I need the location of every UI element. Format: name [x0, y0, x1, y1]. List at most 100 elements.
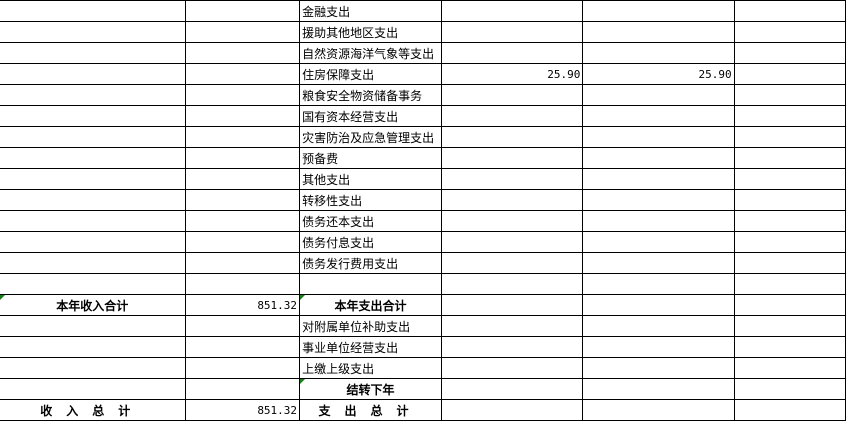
cell[interactable]: [0, 21, 186, 43]
cell[interactable]: [733, 273, 847, 295]
cell[interactable]: [441, 84, 584, 106]
cell[interactable]: [733, 294, 847, 316]
cell[interactable]: [0, 105, 186, 127]
cell[interactable]: [441, 252, 584, 274]
cell[interactable]: [441, 399, 584, 421]
cell[interactable]: [582, 315, 735, 337]
cell[interactable]: [0, 42, 186, 64]
cell[interactable]: [582, 147, 735, 169]
cell[interactable]: 债务还本支出: [299, 210, 443, 232]
cell[interactable]: [0, 0, 186, 22]
cell[interactable]: 收入总计: [0, 399, 186, 421]
cell[interactable]: [582, 294, 735, 316]
cell[interactable]: [582, 231, 735, 253]
cell[interactable]: 债务付息支出: [299, 231, 443, 253]
cell[interactable]: 其他支出: [299, 168, 443, 190]
cell[interactable]: [582, 84, 735, 106]
cell[interactable]: [0, 147, 186, 169]
cell[interactable]: [733, 105, 847, 127]
cell[interactable]: [582, 378, 735, 400]
cell[interactable]: [0, 168, 186, 190]
cell[interactable]: [299, 273, 443, 295]
cell[interactable]: [184, 0, 301, 22]
cell[interactable]: 自然资源海洋气象等支出: [299, 42, 443, 64]
cell[interactable]: [184, 84, 301, 106]
cell[interactable]: [184, 21, 301, 43]
cell[interactable]: 预备费: [299, 147, 443, 169]
cell[interactable]: 851.32: [184, 399, 301, 421]
cell[interactable]: [733, 168, 847, 190]
cell[interactable]: [582, 21, 735, 43]
cell[interactable]: [582, 273, 735, 295]
cell[interactable]: [184, 210, 301, 232]
cell[interactable]: [733, 336, 847, 358]
cell[interactable]: [733, 126, 847, 148]
cell[interactable]: [733, 189, 847, 211]
cell[interactable]: [441, 315, 584, 337]
cell[interactable]: [184, 357, 301, 379]
cell[interactable]: [582, 0, 735, 22]
cell[interactable]: [582, 252, 735, 274]
cell[interactable]: [582, 168, 735, 190]
cell[interactable]: [441, 357, 584, 379]
cell[interactable]: [441, 231, 584, 253]
cell[interactable]: [0, 273, 186, 295]
cell[interactable]: 851.32: [184, 294, 301, 316]
cell[interactable]: [0, 336, 186, 358]
cell[interactable]: 转移性支出: [299, 189, 443, 211]
cell[interactable]: 上缴上级支出: [299, 357, 443, 379]
cell[interactable]: [0, 378, 186, 400]
cell[interactable]: [733, 147, 847, 169]
cell[interactable]: [582, 105, 735, 127]
cell[interactable]: [733, 252, 847, 274]
cell[interactable]: [0, 84, 186, 106]
cell[interactable]: 结转下年: [299, 378, 443, 400]
cell[interactable]: 25.90: [582, 63, 735, 85]
cell[interactable]: [582, 399, 735, 421]
cell[interactable]: [582, 210, 735, 232]
cell[interactable]: 金融支出: [299, 0, 443, 22]
cell[interactable]: [733, 231, 847, 253]
cell[interactable]: [441, 378, 584, 400]
cell[interactable]: 国有资本经营支出: [299, 105, 443, 127]
cell[interactable]: [184, 63, 301, 85]
cell[interactable]: [441, 105, 584, 127]
cell[interactable]: [441, 0, 584, 22]
cell[interactable]: [0, 252, 186, 274]
cell[interactable]: [733, 0, 847, 22]
cell[interactable]: [0, 126, 186, 148]
cell[interactable]: [441, 189, 584, 211]
cell[interactable]: [0, 189, 186, 211]
cell[interactable]: [441, 21, 584, 43]
cell[interactable]: [184, 189, 301, 211]
cell[interactable]: [441, 42, 584, 64]
cell[interactable]: [0, 315, 186, 337]
cell[interactable]: [733, 21, 847, 43]
cell[interactable]: [184, 105, 301, 127]
cell[interactable]: [582, 336, 735, 358]
cell[interactable]: [441, 273, 584, 295]
cell[interactable]: 事业单位经营支出: [299, 336, 443, 358]
cell[interactable]: [184, 315, 301, 337]
cell[interactable]: [733, 84, 847, 106]
cell[interactable]: [184, 273, 301, 295]
cell[interactable]: [441, 294, 584, 316]
cell[interactable]: [582, 42, 735, 64]
cell[interactable]: 灾害防治及应急管理支出: [299, 126, 443, 148]
cell[interactable]: [441, 168, 584, 190]
cell[interactable]: [441, 336, 584, 358]
cell[interactable]: [733, 42, 847, 64]
cell[interactable]: [0, 63, 186, 85]
cell[interactable]: [733, 378, 847, 400]
cell[interactable]: [441, 126, 584, 148]
cell[interactable]: [0, 231, 186, 253]
cell[interactable]: 25.90: [441, 63, 584, 85]
cell[interactable]: 粮食安全物资储备事务: [299, 84, 443, 106]
cell[interactable]: 支出总计: [299, 399, 443, 421]
cell[interactable]: 本年支出合计: [299, 294, 443, 316]
cell[interactable]: [733, 357, 847, 379]
cell[interactable]: [184, 231, 301, 253]
cell[interactable]: 对附属单位补助支出: [299, 315, 443, 337]
cell[interactable]: [184, 126, 301, 148]
cell[interactable]: [0, 357, 186, 379]
